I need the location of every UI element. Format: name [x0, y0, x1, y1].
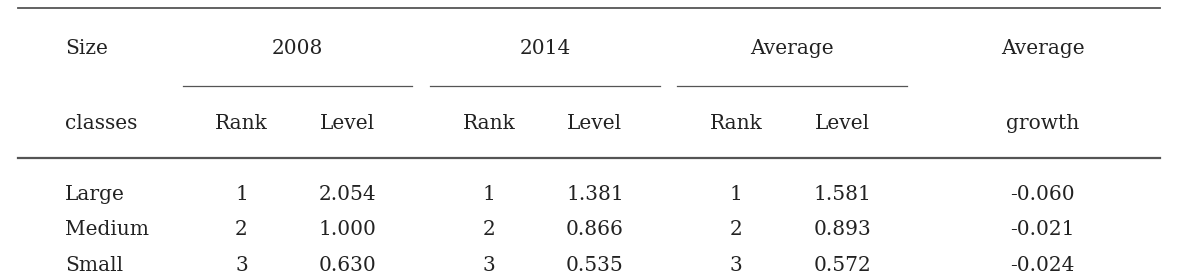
Text: 0.535: 0.535	[565, 256, 624, 272]
Text: 0.630: 0.630	[318, 256, 377, 272]
Text: 0.572: 0.572	[813, 256, 872, 272]
Text: Level: Level	[320, 114, 375, 133]
Text: growth: growth	[1006, 114, 1079, 133]
Text: Average: Average	[1001, 39, 1084, 58]
Text: 1: 1	[483, 185, 495, 204]
Text: Rank: Rank	[216, 114, 267, 133]
Text: Rank: Rank	[710, 114, 762, 133]
Text: -0.024: -0.024	[1011, 256, 1074, 272]
Text: 1.000: 1.000	[318, 220, 377, 239]
Text: 1.381: 1.381	[565, 185, 624, 204]
Text: 2014: 2014	[519, 39, 570, 58]
Text: 2: 2	[236, 220, 247, 239]
Text: -0.021: -0.021	[1011, 220, 1074, 239]
Text: Rank: Rank	[463, 114, 515, 133]
Text: Level: Level	[815, 114, 869, 133]
Text: -0.060: -0.060	[1011, 185, 1074, 204]
Text: 2: 2	[483, 220, 495, 239]
Text: Level: Level	[568, 114, 622, 133]
Text: 3: 3	[730, 256, 742, 272]
Text: 1: 1	[236, 185, 247, 204]
Text: 2.054: 2.054	[319, 185, 376, 204]
Text: Large: Large	[65, 185, 125, 204]
Text: 0.866: 0.866	[565, 220, 624, 239]
Text: 0.893: 0.893	[813, 220, 872, 239]
Text: classes: classes	[65, 114, 137, 133]
Text: 2008: 2008	[272, 39, 323, 58]
Text: 1.581: 1.581	[813, 185, 872, 204]
Text: Medium: Medium	[65, 220, 148, 239]
Text: Small: Small	[65, 256, 123, 272]
Text: 2: 2	[730, 220, 742, 239]
Text: 3: 3	[483, 256, 495, 272]
Text: Size: Size	[65, 39, 107, 58]
Text: 3: 3	[236, 256, 247, 272]
Text: Average: Average	[750, 39, 834, 58]
Text: 1: 1	[730, 185, 742, 204]
